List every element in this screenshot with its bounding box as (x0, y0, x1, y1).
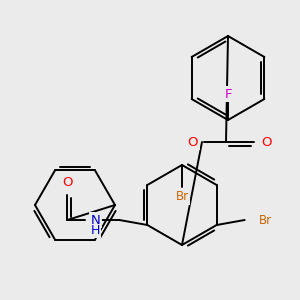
Text: O: O (62, 176, 73, 190)
Text: N: N (91, 214, 100, 226)
Text: Br: Br (259, 214, 272, 226)
Text: O: O (261, 136, 271, 148)
Text: Br: Br (176, 190, 189, 203)
Text: F: F (224, 88, 232, 100)
Text: H: H (91, 224, 100, 238)
Text: O: O (188, 136, 198, 148)
